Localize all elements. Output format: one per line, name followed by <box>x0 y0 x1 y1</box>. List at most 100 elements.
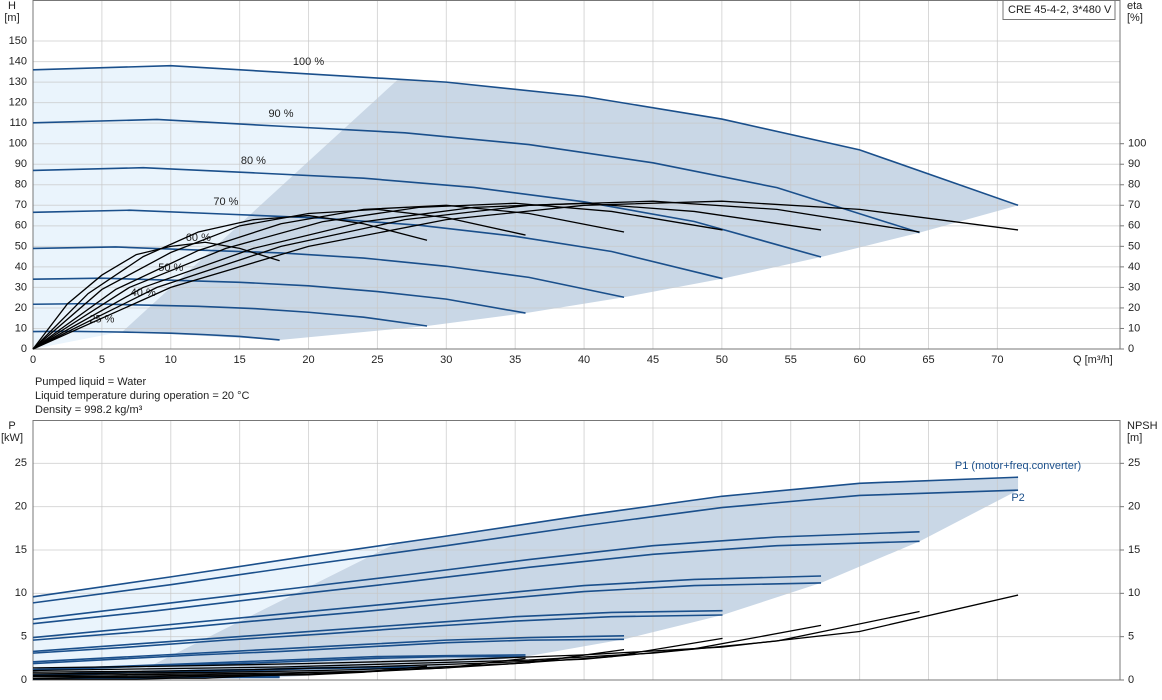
model-box <box>1002 0 1116 20</box>
operating-area <box>122 79 1019 340</box>
curve-label: 90 % <box>268 108 293 120</box>
y2-tick-label: 25 <box>1128 457 1140 469</box>
y2-tick-label: 100 <box>1128 138 1146 150</box>
curve <box>33 674 280 680</box>
y-tick-label: 50 <box>15 240 27 252</box>
curve-label: 40 % <box>131 287 156 299</box>
curve-label: P2 <box>1011 492 1024 504</box>
y-tick-label: 0 <box>21 343 27 355</box>
y2-tick-label: 10 <box>1128 322 1140 334</box>
curve-label: 80 % <box>241 155 266 167</box>
curve-label: 25 % <box>89 314 114 326</box>
curve <box>32 665 428 679</box>
y-tick-label: 110 <box>9 117 27 129</box>
x-tick-label: 20 <box>302 354 314 366</box>
curve-label: 100 % <box>293 56 324 68</box>
x-tick-label: 0 <box>30 354 36 366</box>
y-tick-label: 90 <box>15 158 27 170</box>
x-tick-label: 65 <box>922 354 934 366</box>
y-tick-label: 20 <box>15 302 27 314</box>
x-tick-label: 45 <box>647 354 659 366</box>
x-tick-label: 10 <box>165 354 177 366</box>
curve <box>32 204 625 350</box>
y2-tick-label: 20 <box>1128 302 1140 314</box>
curve <box>32 649 625 677</box>
y-axis-label: H <box>8 0 16 12</box>
y2-tick-label: 20 <box>1128 501 1140 513</box>
curve <box>32 638 625 665</box>
curve <box>32 302 428 327</box>
y-tick-label: 40 <box>15 261 27 273</box>
curve <box>32 575 822 639</box>
y-tick-label: 15 <box>15 544 27 556</box>
curve <box>32 208 526 350</box>
curve <box>32 637 723 675</box>
curve <box>32 166 822 258</box>
curve <box>32 118 920 234</box>
x-tick-label: 5 <box>99 354 105 366</box>
y-tick-label: 150 <box>9 35 27 47</box>
curve <box>32 64 1019 207</box>
y2-tick-label: 70 <box>1128 199 1140 211</box>
model-label: CRE 45-4-2, 3*480 V <box>1008 4 1112 16</box>
x-tick-label: 55 <box>785 354 797 366</box>
curve <box>32 200 920 350</box>
y-tick-label: 60 <box>15 220 27 232</box>
y-tick-label: 20 <box>15 501 27 513</box>
y2-tick-label: 0 <box>1128 343 1134 355</box>
curve <box>32 241 280 350</box>
y2-tick-label: 50 <box>1128 240 1140 252</box>
curve <box>32 540 920 625</box>
y2-tick-label: 5 <box>1128 631 1134 643</box>
curve <box>32 594 1019 669</box>
curve-label: P1 (motor+freq.converter) <box>955 460 1081 472</box>
plot-frame <box>32 0 1121 350</box>
note: Density = 998.2 kg/m³ <box>35 404 143 416</box>
curve <box>32 214 428 350</box>
note: Pumped liquid = Water <box>35 376 147 388</box>
y-tick-label: 30 <box>15 281 27 293</box>
y-tick-label: 140 <box>9 55 27 67</box>
x-tick-label: 25 <box>371 354 383 366</box>
y2-axis-label: [%] <box>1127 12 1143 24</box>
y-axis-label: P <box>8 420 15 432</box>
x-tick-label: 40 <box>578 354 590 366</box>
y2-tick-label: 10 <box>1128 587 1140 599</box>
y2-axis-label: [m] <box>1127 432 1142 444</box>
note: Liquid temperature during operation = 20… <box>35 390 250 402</box>
y-tick-label: 25 <box>15 457 27 469</box>
curve <box>32 489 1019 604</box>
curve <box>33 657 526 678</box>
curve <box>32 277 526 314</box>
curve <box>32 209 723 280</box>
y-tick-label: 100 <box>9 138 27 150</box>
y2-tick-label: 15 <box>1128 544 1140 556</box>
x-tick-label: 70 <box>991 354 1003 366</box>
curve <box>32 246 625 299</box>
x-tick-label: 15 <box>234 354 246 366</box>
y2-tick-label: 60 <box>1128 220 1140 232</box>
plot-frame <box>32 420 1121 681</box>
y2-tick-label: 40 <box>1128 261 1140 273</box>
curve <box>32 610 920 672</box>
y-tick-label: 0 <box>21 674 27 686</box>
curve-label: 50 % <box>158 262 183 274</box>
y-tick-label: 10 <box>15 587 27 599</box>
x-tick-label: 60 <box>853 354 865 366</box>
y2-tick-label: 90 <box>1128 158 1140 170</box>
curve-label: 70 % <box>213 196 238 208</box>
curve <box>32 614 723 654</box>
y-tick-label: 70 <box>15 199 27 211</box>
x-tick-label: 35 <box>509 354 521 366</box>
y-axis-label: [kW] <box>1 432 23 444</box>
y2-tick-label: 30 <box>1128 281 1140 293</box>
x-axis-label: Q [m³/h] <box>1073 354 1113 366</box>
y-tick-label: 10 <box>15 322 27 334</box>
x-tick-label: 50 <box>716 354 728 366</box>
curve <box>32 624 822 673</box>
y-tick-label: 5 <box>21 631 27 643</box>
y2-tick-label: 0 <box>1128 674 1134 686</box>
y-tick-label: 120 <box>9 97 27 109</box>
